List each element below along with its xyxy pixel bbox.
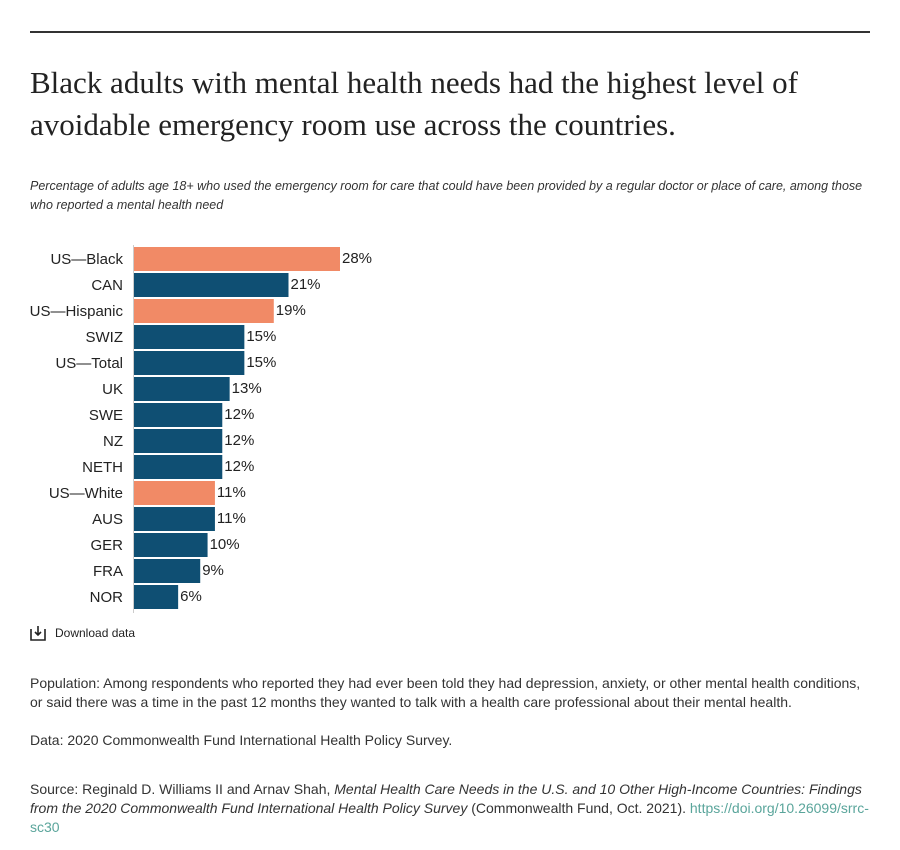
value-label: 13% (232, 380, 262, 397)
bar (134, 377, 230, 401)
bar (134, 273, 289, 297)
bar (134, 533, 208, 557)
bar (134, 351, 245, 375)
download-icon (30, 626, 46, 641)
value-label: 15% (246, 328, 276, 345)
y-tick-label: US—Total (55, 355, 123, 372)
chart: US—Black 28% CAN 21% US—Hispanic 19% SWIZ 15% US… (30, 245, 372, 613)
value-label: 19% (276, 302, 306, 319)
source-prefix: Source: Reginald D. Williams II and Arna… (30, 781, 335, 797)
y-tick-label: SWE (89, 407, 123, 424)
bar (134, 429, 223, 453)
value-label: 6% (180, 588, 202, 605)
bar (134, 481, 215, 505)
value-label: 9% (202, 562, 224, 579)
value-label: 11% (217, 510, 246, 527)
source-publication: Mental Health Care Needs in the U.S. and… (30, 781, 862, 816)
bar (134, 325, 245, 349)
value-label: 21% (291, 276, 321, 293)
value-label: 15% (246, 354, 276, 371)
value-label: 10% (210, 536, 240, 553)
download-button[interactable]: Download data (30, 625, 135, 641)
y-tick-label: NETH (82, 459, 123, 476)
data-note: Data: 2020 Commonwealth Fund Internation… (30, 732, 453, 748)
top-rule (30, 31, 870, 33)
bar (134, 299, 274, 323)
y-tick-label: UK (102, 381, 123, 398)
source-note: Source: Reginald D. Williams II and Arna… (30, 780, 875, 837)
y-tick-label: US—Black (50, 251, 123, 268)
bar (134, 559, 201, 583)
bar (134, 247, 340, 271)
y-tick-label: FRA (93, 563, 123, 580)
chart-title: Black adults with mental health needs ha… (30, 65, 798, 142)
y-tick-label: GER (90, 537, 123, 554)
y-tick-label: CAN (91, 277, 123, 294)
value-label: 28% (342, 250, 372, 267)
y-tick-label: NOR (90, 589, 124, 606)
bar (134, 403, 223, 427)
y-tick-label: AUS (92, 511, 123, 528)
source-suffix: (Commonwealth Fund, Oct. 2021). (467, 800, 690, 816)
y-tick-label: US—White (49, 485, 123, 502)
bar (134, 585, 179, 609)
population-note: Population: Among respondents who report… (30, 675, 861, 710)
y-tick-label: NZ (103, 433, 123, 450)
value-label: 12% (224, 432, 254, 449)
chart-subtitle: Percentage of adults age 18+ who used th… (30, 179, 863, 212)
source-link[interactable]: https://doi.org/10.26099/srrc-sc30 (30, 800, 869, 835)
bar (134, 507, 215, 531)
bar (134, 455, 223, 479)
download-label[interactable]: Download data (55, 626, 136, 640)
value-label: 12% (224, 458, 254, 475)
y-tick-label: SWIZ (86, 329, 124, 346)
y-tick-label: US—Hispanic (30, 303, 124, 320)
value-label: 11% (217, 484, 246, 501)
value-label: 12% (224, 406, 254, 423)
